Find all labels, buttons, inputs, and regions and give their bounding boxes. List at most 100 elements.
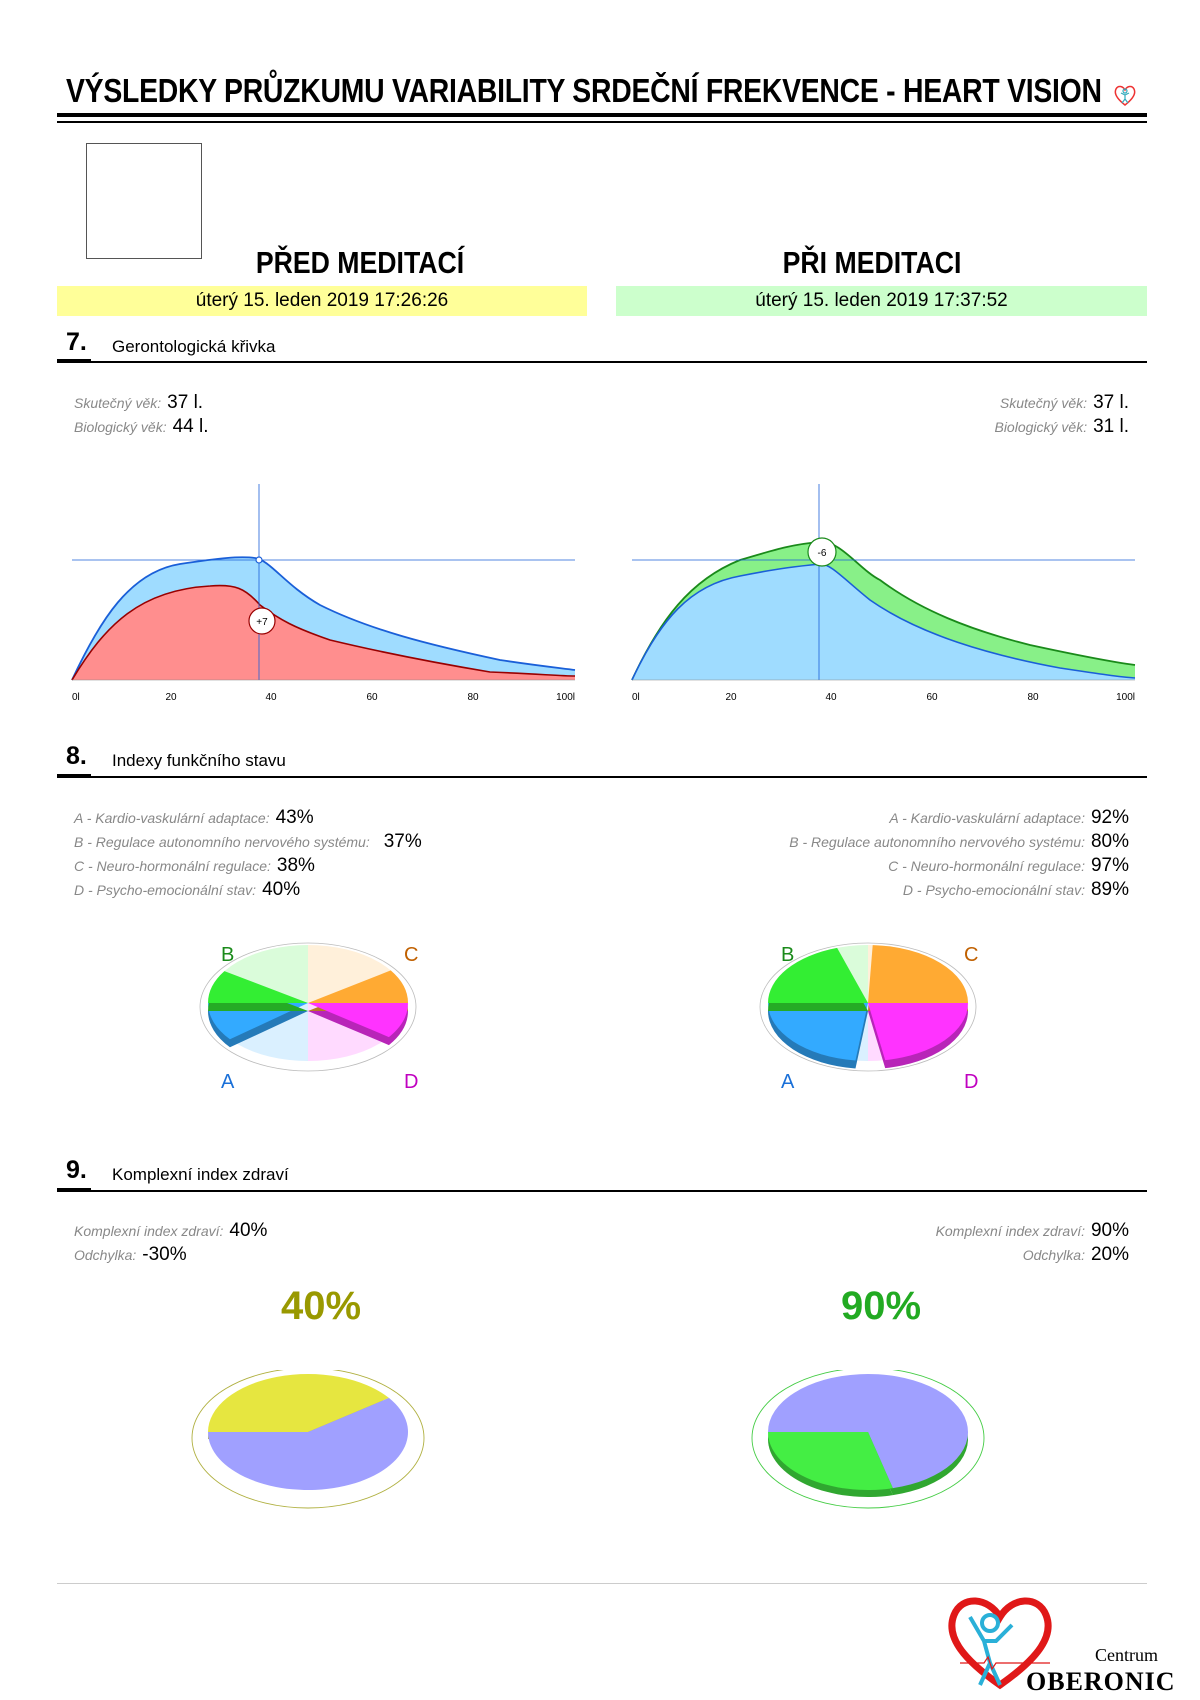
bio-age-line (631, 541, 1136, 681)
deviation-value: 20% (1090, 1244, 1129, 1265)
x-tick-label: 80 (1027, 692, 1039, 703)
pie-slice-remainder (208, 1397, 408, 1490)
deviation-label: Odchylka: (74, 1247, 137, 1263)
indexes-during-list: A - Kardio-vaskulární adaptace: 92% B - R… (789, 806, 1129, 902)
pie-during-letter-b: B (781, 944, 795, 966)
health-index-value: 90% (1090, 1220, 1129, 1241)
geronto-chart-before: +7 0l 20 40 60 80 100l (71, 484, 576, 703)
index-pie-during (750, 940, 1010, 1110)
period-during-label: PŘI MEDITACI (782, 245, 962, 280)
bio-age-line (71, 584, 576, 681)
actual-age-value: 37 l. (1093, 392, 1129, 413)
section-9-title: Komplexní index zdraví (112, 1165, 289, 1184)
index-pie-before-svg (199, 942, 417, 1072)
section-7-number: 7. (66, 328, 87, 356)
x-tick-labels: 0l 20 40 60 80 100l (632, 692, 1135, 703)
period-before-date: úterý 15. leden 2019 17:26:26 (57, 286, 587, 316)
health-pie-during (750, 1367, 1010, 1520)
section-8-rule (57, 776, 1147, 778)
index-b-label: B - Regulace autonomního nervového systé… (74, 834, 370, 850)
health-index-value: 40% (229, 1220, 268, 1241)
pie-slice-index (768, 1374, 968, 1489)
x-tick-label: 40 (265, 692, 277, 703)
section-7-title: Gerontologická křivka (112, 337, 276, 356)
period-before-label: PŘED MEDITACÍ (255, 245, 465, 280)
health-index-label: Komplexní index zdraví: (935, 1223, 1085, 1239)
difference-label: +7 (256, 617, 268, 628)
index-b-value: 80% (1090, 831, 1129, 852)
health-during-stats: Komplexní index zdraví: 90% Odchylka: 20% (936, 1219, 1129, 1267)
section-7-rule (57, 361, 1147, 363)
index-pie-during-svg (759, 942, 977, 1072)
geronto-chart-during: -6 0l 20 40 60 80 100l (631, 484, 1136, 703)
x-tick-label: 20 (725, 692, 737, 703)
index-d-label: D - Psycho-emocionální stav: (902, 882, 1085, 898)
bio-age-value: 44 l. (172, 416, 209, 437)
pie-outline-ring (199, 942, 417, 1072)
bio-age-label: Biologický věk: (994, 419, 1088, 435)
section-9-rule (57, 1190, 1147, 1192)
pie-slice-d (308, 1003, 408, 1038)
health-before-stats: Komplexní index zdraví: 40% Odchylka: -30% (74, 1219, 267, 1267)
index-a-value: 92% (1090, 807, 1129, 828)
index-pie-before (190, 940, 450, 1110)
title-rule (57, 113, 1147, 117)
index-c-value: 38% (276, 855, 315, 876)
index-d-label: D - Psycho-emocionální stav: (74, 882, 257, 898)
health-pie-during-svg (751, 1367, 985, 1509)
index-c-label: C - Neuro-hormonální regulace: (888, 858, 1085, 874)
heart-figure-icon (1112, 82, 1138, 108)
index-a-value: 43% (275, 807, 314, 828)
actual-age-line (71, 556, 576, 681)
deviation-label: Odchylka: (1022, 1247, 1085, 1263)
pie-outline-ring (759, 942, 977, 1072)
actual-age-area (632, 563, 1135, 680)
deviation-value: -30% (142, 1244, 187, 1265)
actual-age-line (631, 563, 1136, 681)
section-8-number: 8. (66, 742, 87, 770)
pie-during-letter-d: D (964, 1071, 979, 1093)
pie-before-letter-b: B (221, 944, 235, 966)
title-rule-thin (57, 121, 1147, 123)
difference-marker (807, 537, 837, 567)
index-a-label: A - Kardio-vaskulární adaptace: (889, 810, 1085, 826)
x-tick-label: 40 (825, 692, 837, 703)
bio-age-area (72, 585, 575, 680)
health-pie-before-svg (191, 1367, 425, 1509)
report-title: VÝSLEDKY PRŮZKUMU VARIABILITY SRDEČNÍ FR… (66, 72, 1102, 109)
pie-slice-a (768, 1003, 868, 1061)
bio-age-value: 31 l. (1093, 416, 1129, 437)
difference-marker (248, 607, 276, 635)
oberonic-logo: Centrum OBERONIC (940, 1585, 1175, 1696)
index-c-label: C - Neuro-hormonální regulace: (74, 858, 271, 874)
health-before-big: 40% (280, 1284, 362, 1328)
x-tick-label: 60 (926, 692, 938, 703)
index-c-value: 97% (1090, 855, 1129, 876)
x-tick-label: 60 (366, 692, 378, 703)
health-pie-before (190, 1367, 450, 1520)
footer-rule (57, 1583, 1147, 1584)
x-tick-label: 100l (556, 692, 575, 703)
pie-before-letter-d: D (404, 1071, 419, 1093)
age-before-stats: Skutečný věk: 37 l. Biologický věk: 44 l. (74, 391, 209, 439)
footer-centrum: Centrum (1095, 1645, 1158, 1665)
health-index-label: Komplexní index zdraví: (74, 1223, 224, 1239)
section-8-title: Indexy funkčního stavu (112, 751, 286, 770)
x-tick-label: 80 (467, 692, 479, 703)
pie-slice-c (308, 970, 408, 1003)
actual-age-label: Skutečný věk: (74, 395, 162, 411)
x-tick-label: 0l (632, 692, 640, 703)
index-d-value: 89% (1090, 879, 1129, 900)
pie-slice-remainder (768, 1432, 893, 1490)
pie-slice-c (868, 945, 968, 1003)
index-d-value: 40% (262, 879, 301, 900)
health-during-big: 90% (840, 1284, 922, 1328)
reference-point (255, 556, 263, 564)
pie-before-letter-a: A (221, 1071, 235, 1093)
x-tick-label: 20 (165, 692, 177, 703)
period-during-date: úterý 15. leden 2019 17:37:52 (616, 286, 1147, 316)
section-9-number: 9. (66, 1156, 87, 1184)
x-tick-label: 0l (72, 692, 80, 703)
index-b-value: 37% (383, 831, 422, 852)
photo-placeholder (86, 143, 202, 259)
